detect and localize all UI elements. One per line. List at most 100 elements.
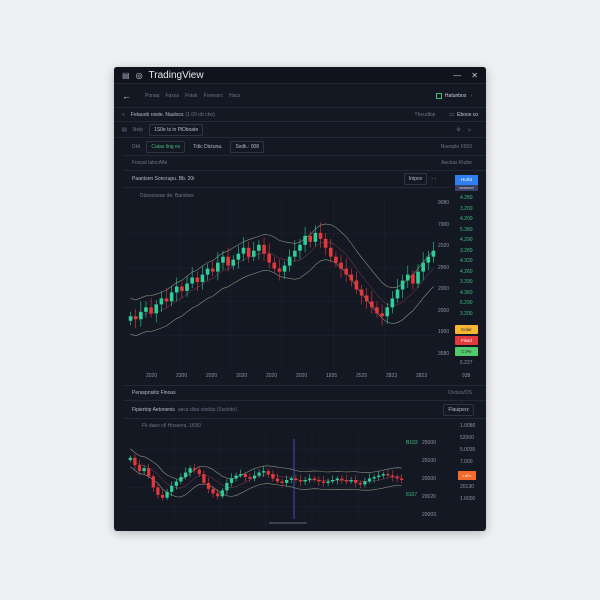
- candle: [328, 247, 333, 257]
- chevron-right-icon: ›: [470, 92, 472, 99]
- search-row: ▤ Nelp 1S0e ts in PiDboate ⚙ ☺: [114, 122, 486, 138]
- candle: [364, 295, 369, 302]
- upper-band: [130, 448, 402, 480]
- candle: [185, 283, 189, 291]
- main-price-chart[interactable]: [128, 200, 436, 369]
- upper-band: [130, 223, 434, 301]
- time-label: 2020: [146, 373, 158, 379]
- candle: [170, 485, 174, 492]
- symbol-sub: (1.00 ob cbo): [185, 111, 215, 118]
- candle: [144, 307, 148, 312]
- candle: [216, 493, 220, 497]
- back-icon[interactable]: ←: [122, 90, 131, 101]
- candle: [266, 471, 270, 475]
- price-tag: r.sFc: [458, 471, 476, 480]
- action-button[interactable]: Eboos co: [457, 111, 478, 118]
- indicator-row: Fossal talocAfle Aeckas Ktube: [124, 156, 486, 171]
- nav-item[interactable]: Hacs: [229, 92, 241, 99]
- status-icon: [435, 92, 442, 99]
- candle: [303, 235, 307, 245]
- candle: [400, 280, 405, 290]
- panel-button-cpe[interactable]: C.Pe: [455, 347, 478, 356]
- price-label: 7900: [438, 221, 450, 228]
- panel-button-fissd[interactable]: Fissd: [455, 336, 478, 345]
- series-tag: 8107: [406, 492, 418, 498]
- interval-dropdown[interactable]: Theudlop: [414, 111, 436, 118]
- candle: [190, 277, 194, 284]
- lower-side-label: 20130: [460, 484, 474, 490]
- candle: [344, 480, 349, 482]
- share-icon[interactable]: <: [122, 111, 125, 118]
- search-input[interactable]: 1S0e ts in PiDboate: [149, 123, 204, 136]
- indicator-link[interactable]: Aeckas Ktube: [441, 160, 472, 166]
- hurbt-button[interactable]: Hurbt: [455, 175, 478, 185]
- candle: [289, 478, 293, 480]
- price-label: 3580: [438, 350, 450, 357]
- candle: [267, 253, 271, 263]
- candle: [200, 274, 205, 283]
- time-label: 2020: [296, 373, 308, 379]
- nav-bar: ← Ponaa Faxns Fotok Foneanc Hacs Hatunbo…: [114, 84, 486, 108]
- panel-value: 5.380: [460, 226, 473, 233]
- lower-price-label: 20020: [422, 494, 436, 500]
- panel-value: 5.290: [460, 300, 473, 306]
- symbol-row: < Fetauob rowie. Naulocs (1.00 ob cbo) T…: [114, 108, 486, 122]
- lower-side-label: 7.000: [460, 459, 473, 465]
- moving-average: [130, 241, 434, 319]
- lower-header: Peraspnsiitz Finous Oxniss/OS: [124, 385, 486, 401]
- candle: [133, 316, 138, 320]
- candle: [211, 488, 215, 494]
- window-icon: ▤: [122, 70, 130, 80]
- horizontal-scrollbar[interactable]: [269, 522, 307, 524]
- candle: [160, 494, 165, 498]
- candle: [257, 472, 261, 476]
- candle: [248, 477, 252, 479]
- lower-price-label: 25000: [422, 440, 436, 446]
- example-link[interactable]: Noenple F093: [440, 143, 472, 150]
- minimize-button[interactable]: —: [453, 70, 462, 80]
- candle: [377, 475, 381, 478]
- close-button[interactable]: ✕: [471, 70, 478, 80]
- candle: [349, 274, 354, 281]
- status-badge[interactable]: Hatunbos: [444, 92, 467, 99]
- price-label: 1000: [438, 329, 450, 335]
- candle: [174, 481, 178, 486]
- nav-item[interactable]: Faxns: [165, 92, 180, 99]
- candle: [390, 475, 395, 478]
- lower-button[interactable]: Flauiperz: [443, 403, 474, 416]
- filter-chip[interactable]: Tdic Dictuna.: [193, 143, 223, 150]
- candle: [340, 478, 344, 480]
- price-label: 2000: [438, 286, 450, 292]
- panel-button-kolur[interactable]: Kolur: [455, 325, 478, 334]
- filter-chip[interactable]: Svdk.: 008: [230, 140, 265, 153]
- time-label: 2020: [236, 373, 248, 379]
- lower-link[interactable]: Oxniss/OS: [448, 390, 472, 396]
- chart-option-button[interactable]: Inipov: [403, 173, 428, 185]
- candle: [298, 480, 303, 482]
- candle: [372, 477, 376, 479]
- candle: [164, 298, 169, 302]
- candle: [395, 477, 399, 479]
- candle: [344, 268, 348, 275]
- time-label: 2300: [176, 373, 188, 379]
- user-icon[interactable]: ☺: [466, 126, 472, 133]
- panel-bottom-value: 5.227: [460, 360, 473, 366]
- candle: [262, 244, 266, 254]
- lower-price-chart[interactable]: [128, 431, 404, 525]
- lower-side-label: 52000: [460, 435, 474, 441]
- lower-price-label: 20000: [422, 476, 436, 482]
- candle: [137, 465, 142, 472]
- nav-item[interactable]: Ponaa: [145, 92, 160, 99]
- panel-value: 4.290: [460, 237, 473, 243]
- lower-title: Peraspnsiitz Finous: [132, 390, 176, 396]
- candle: [431, 250, 436, 257]
- nav-item[interactable]: Fotok: [185, 92, 198, 99]
- candle: [381, 474, 385, 476]
- panel-value: 4.320: [460, 258, 473, 264]
- panel-value: 3.200: [460, 205, 473, 212]
- nav-item[interactable]: Foneanc: [203, 92, 224, 99]
- candle: [139, 311, 143, 320]
- settings-icon[interactable]: ⚙: [456, 126, 461, 133]
- panel-footer: 938: [462, 373, 471, 379]
- filter-chip[interactable]: Catas ling es: [146, 140, 186, 153]
